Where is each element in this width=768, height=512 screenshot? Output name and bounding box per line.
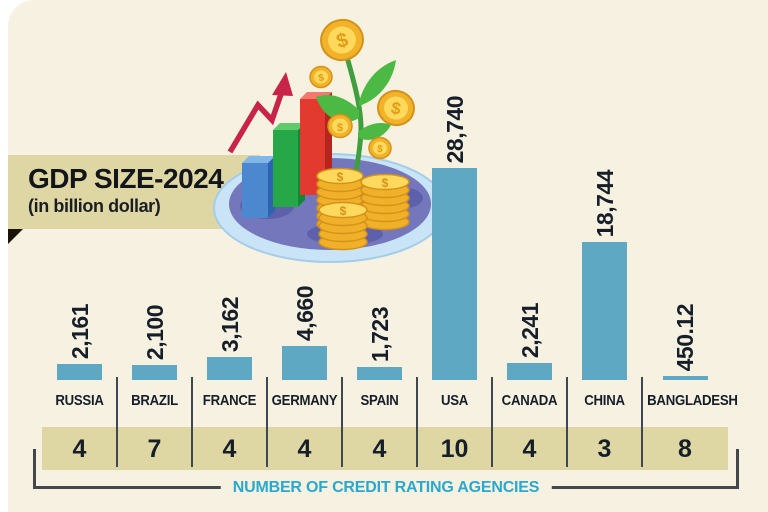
svg-text:$: $ — [340, 204, 347, 218]
gdp-value-label: 2,100 — [141, 304, 168, 360]
agency-count: 4 — [222, 435, 237, 463]
page-subtitle: (in billion dollar) — [28, 196, 161, 216]
gdp-bar-russia — [57, 364, 102, 380]
agencies-band — [42, 427, 728, 470]
money-growth-illustration: $ $ $ $ $ $ — [213, 18, 447, 263]
gdp-bar-germany — [282, 346, 327, 380]
gdp-value-label: 4,660 — [291, 285, 318, 341]
gdp-bar-china — [582, 242, 627, 380]
column-divider — [266, 377, 268, 467]
agency-count: 4 — [297, 435, 312, 463]
country-label: CANADA — [501, 392, 558, 409]
country-label: BRAZIL — [131, 392, 178, 409]
agency-count: 4 — [72, 435, 87, 463]
svg-text:$: $ — [318, 73, 326, 85]
country-label: USA — [440, 392, 469, 409]
gdp-bar-bangladesh — [662, 376, 708, 380]
country-label: CHINA — [584, 392, 625, 409]
column-divider — [116, 377, 118, 467]
country-label: BANGLADESH — [647, 392, 738, 409]
country-label: GERMANY — [271, 392, 338, 409]
agency-count: 4 — [522, 435, 537, 463]
banner-fold — [8, 229, 23, 244]
gdp-bar-canada — [507, 363, 552, 380]
coin-icon: $ — [309, 65, 333, 89]
coin-icon: $ — [320, 18, 364, 62]
gdp-value-label: 450.12 — [672, 303, 698, 371]
gdp-value-label: 18,744 — [591, 169, 618, 237]
agencies-bracket: NUMBER OF CREDIT RATING AGENCIES — [33, 449, 739, 497]
country-label: RUSSIA — [55, 392, 104, 409]
agencies-caption: NUMBER OF CREDIT RATING AGENCIES — [220, 479, 552, 497]
coin-stack-icon: $ $ $ — [316, 167, 410, 251]
svg-text:$: $ — [334, 29, 350, 53]
gdp-bar-usa — [432, 168, 477, 380]
svg-text:$: $ — [337, 122, 343, 134]
page-title: GDP SIZE-2024 — [28, 163, 224, 194]
coin-icon: $ — [327, 113, 353, 139]
gdp-value-label: 2,161 — [66, 303, 93, 359]
country-label: SPAIN — [360, 392, 399, 409]
agency-count: 10 — [440, 435, 469, 463]
column-divider — [641, 377, 643, 467]
column-divider — [491, 377, 493, 467]
coin-icon: $ — [377, 89, 415, 127]
agency-count: 3 — [597, 435, 612, 463]
column-divider — [566, 377, 568, 467]
coin-icon: $ — [368, 136, 392, 160]
column-divider — [191, 377, 193, 467]
title-banner: GDP SIZE-2024 (in billion dollar) — [8, 155, 260, 229]
gdp-bar-france — [207, 357, 252, 380]
gdp-value-label: 28,740 — [441, 95, 468, 163]
agency-count: 4 — [372, 435, 387, 463]
svg-text:$: $ — [337, 170, 344, 184]
gdp-value-label: 1,723 — [366, 306, 393, 362]
svg-text:$: $ — [376, 144, 383, 156]
gdp-value-label: 3,162 — [216, 296, 243, 352]
gdp-bar-brazil — [132, 365, 177, 380]
column-divider — [416, 377, 418, 467]
growth-arrow-icon — [227, 72, 293, 154]
svg-text:$: $ — [389, 98, 403, 119]
gdp-bar-spain — [357, 367, 402, 380]
agency-count: 8 — [678, 435, 692, 463]
gdp-value-label: 2,241 — [516, 302, 543, 358]
country-label: FRANCE — [202, 392, 257, 409]
agency-count: 7 — [147, 435, 162, 463]
column-divider — [341, 377, 343, 467]
svg-text:$: $ — [382, 176, 389, 190]
